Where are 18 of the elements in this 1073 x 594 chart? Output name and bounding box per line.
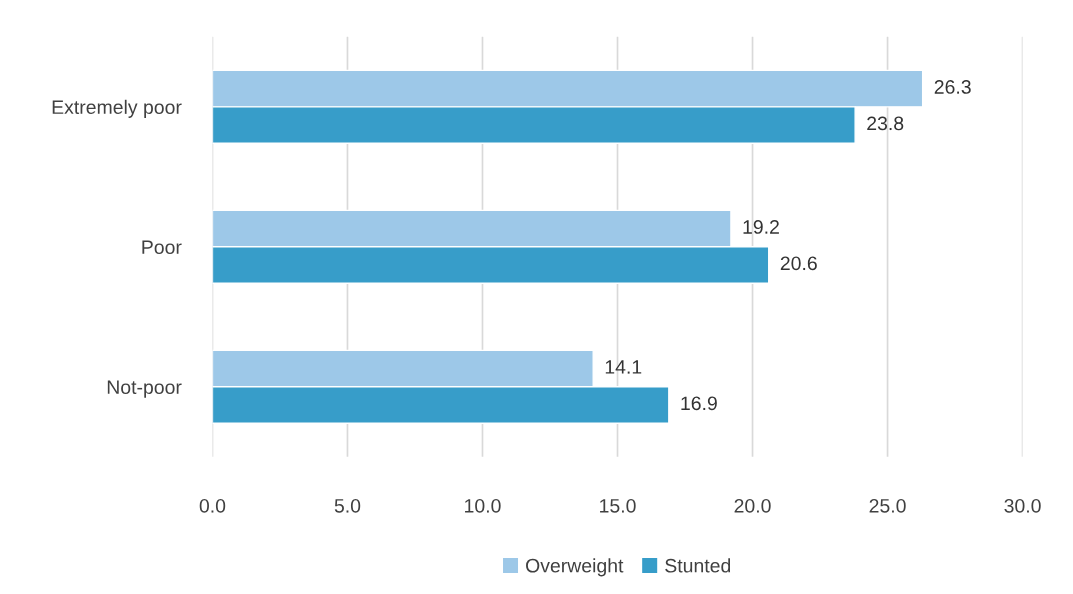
- data-label: 16.9: [681, 396, 717, 411]
- y-tick-label: Extremely poor: [52, 99, 182, 118]
- x-tick-label: 5.0: [334, 498, 361, 513]
- legend-label: Stunted: [665, 558, 731, 573]
- x-tick-label: 20.0: [734, 498, 771, 513]
- legend-label: Overweight: [526, 558, 624, 577]
- x-tick-label: 10.0: [465, 498, 501, 513]
- y-tick-label: Poor: [142, 240, 182, 255]
- x-tick-label: 15.0: [600, 498, 636, 513]
- x-tick-label: 30.0: [1004, 498, 1041, 513]
- y-tick-label: Not-poor: [107, 380, 182, 398]
- x-tick-label: 0.0: [199, 498, 226, 513]
- data-label: 26.3: [934, 80, 971, 94]
- data-label: 14.1: [605, 360, 642, 374]
- data-label: 19.2: [743, 220, 779, 234]
- data-label: 23.8: [867, 116, 904, 131]
- x-tick-label: 25.0: [869, 498, 906, 513]
- data-label: 20.6: [780, 256, 817, 271]
